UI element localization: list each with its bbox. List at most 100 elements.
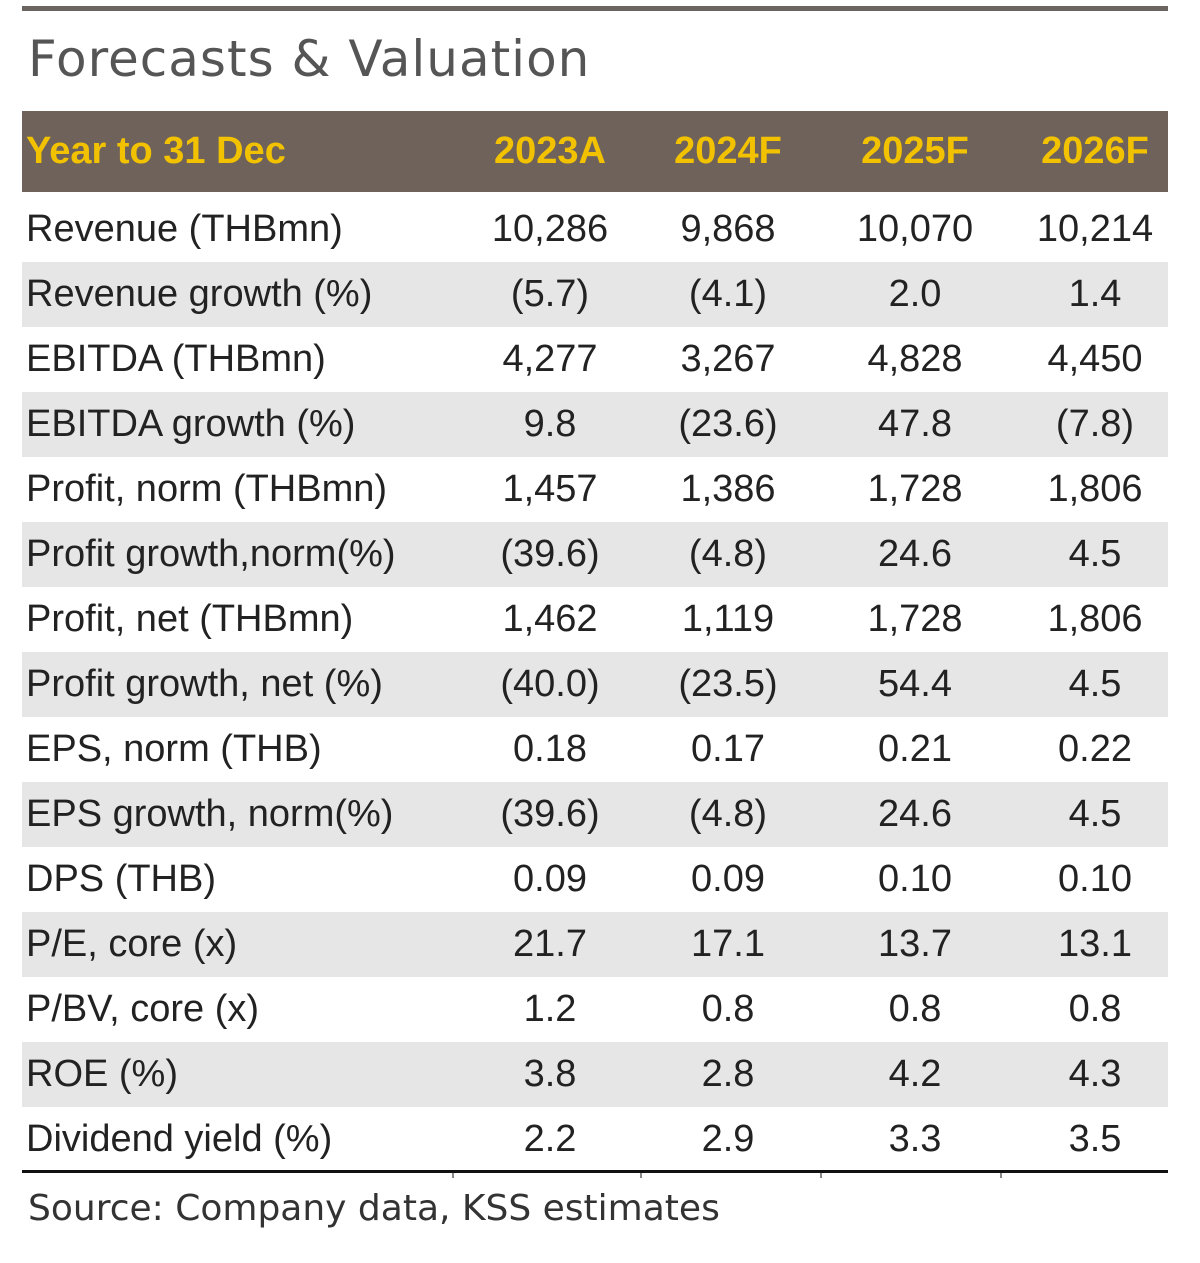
cell-value: 1.2 (523, 988, 577, 1030)
cell-value: 1.4 (1068, 273, 1122, 315)
cell-value: 10,070 (856, 208, 974, 250)
table-row: Dividend yield (%) 2.2 2.9 3.3 3.5 (22, 1107, 1168, 1172)
cell-value: 3.5 (1068, 1118, 1122, 1160)
table-row: Profit growth, net (%) (40.0) (23.5) 54.4 4.… (22, 652, 1168, 717)
cell-value: 0.8 (1068, 988, 1122, 1030)
table-row: EPS growth, norm(%) (39.6) (4.8) 24.6 4.5 (22, 782, 1168, 847)
cell-value: 2.8 (701, 1053, 755, 1095)
cell-value: (4.8) (688, 533, 768, 575)
cell-value: 2023A (494, 130, 606, 172)
source-note: Source: Company data, KSS estimates (28, 1188, 720, 1229)
cell-value: 2026F (1041, 130, 1149, 172)
cell-value: 1,806 (1047, 598, 1143, 640)
row-label: Revenue (THBmn) (26, 208, 343, 250)
tick (1000, 1173, 1002, 1178)
cell-value: 0.22 (1058, 728, 1132, 770)
cell-value: 0.8 (701, 988, 755, 1030)
cell-value: 13.7 (878, 923, 952, 965)
row-label: DPS (THB) (26, 858, 216, 900)
row-label: Profit growth, net (%) (26, 663, 383, 705)
top-rule (22, 6, 1168, 11)
table-row: Profit, net (THBmn) 1,462 1,119 1,728 1,806 (22, 587, 1168, 652)
cell-value: 0.09 (691, 858, 765, 900)
tick (640, 1173, 642, 1178)
cell-value: 3.3 (888, 1118, 942, 1160)
table-row: ROE (%) 3.8 2.8 4.2 4.3 (22, 1042, 1168, 1107)
row-label: EPS growth, norm(%) (26, 793, 394, 835)
cell-value: 4,277 (502, 338, 598, 380)
cell-value: 2025F (861, 130, 969, 172)
row-label: Profit, net (THBmn) (26, 598, 354, 640)
header-row: Year to 31 Dec 2023A 2024F 2025F 2026F (22, 111, 1168, 192)
cell-value: 1,728 (867, 468, 963, 510)
cell-value: 4.3 (1068, 1053, 1122, 1095)
row-label: P/E, core (x) (26, 923, 238, 965)
cell-value: (23.5) (678, 663, 778, 705)
row-label: Profit growth,norm(%) (26, 533, 396, 575)
cell-value: (4.8) (688, 793, 768, 835)
cell-value: 1,728 (867, 598, 963, 640)
cell-value: 1,457 (502, 468, 598, 510)
cell-value: 2.9 (701, 1118, 755, 1160)
cell-value: 9.8 (523, 403, 577, 445)
cell-value: 2.2 (523, 1118, 577, 1160)
row-label: Profit, norm (THBmn) (26, 468, 388, 510)
table-row: EBITDA (THBmn) 4,277 3,267 4,828 4,450 (22, 327, 1168, 392)
cell-value: 24.6 (878, 533, 952, 575)
cell-value: 0.17 (691, 728, 765, 770)
cell-value: 0.10 (1058, 858, 1132, 900)
cell-value: 2.0 (888, 273, 942, 315)
row-label: Revenue growth (%) (26, 273, 373, 315)
cell-value: 1,806 (1047, 468, 1143, 510)
row-label: EPS, norm (THB) (26, 728, 322, 770)
tick (452, 1173, 454, 1178)
table-row: Revenue growth (%) (5.7) (4.1) 2.0 1.4 (22, 262, 1168, 327)
cell-value: 4.2 (888, 1053, 942, 1095)
cell-value: (39.6) (500, 793, 600, 835)
cell-value: 0.09 (513, 858, 587, 900)
cell-value: 1,386 (680, 468, 776, 510)
cell-value: (39.6) (500, 533, 600, 575)
cell-value: 0.8 (888, 988, 942, 1030)
cell-value: 54.4 (878, 663, 952, 705)
cell-value: (40.0) (500, 663, 600, 705)
cell-value: 9,868 (680, 208, 776, 250)
table-row: EPS, norm (THB) 0.18 0.17 0.21 0.22 (22, 717, 1168, 782)
cell-value: 13.1 (1058, 923, 1132, 965)
row-label: ROE (%) (26, 1053, 178, 1095)
table-row: P/BV, core (x) 1.2 0.8 0.8 0.8 (22, 977, 1168, 1042)
cell-value: 17.1 (691, 923, 765, 965)
cell-value: 1,119 (681, 598, 775, 640)
cell-value: 4.5 (1068, 663, 1122, 705)
row-label: Year to 31 Dec (26, 130, 286, 172)
bottom-rule (22, 1170, 1168, 1173)
cell-value: 4,450 (1047, 338, 1143, 380)
cell-value: 21.7 (513, 923, 587, 965)
cell-value: (7.8) (1055, 403, 1135, 445)
cell-value: 24.6 (878, 793, 952, 835)
cell-value: (4.1) (688, 273, 768, 315)
cell-value: 4.5 (1068, 533, 1122, 575)
table-row: Profit growth,norm(%) (39.6) (4.8) 24.6 4.5 (22, 522, 1168, 587)
cell-value: 3.8 (523, 1053, 577, 1095)
table-row: Revenue (THBmn) 10,286 9,868 10,070 10,214 (22, 197, 1168, 262)
table-row: DPS (THB) 0.09 0.09 0.10 0.10 (22, 847, 1168, 912)
cell-value: 4.5 (1068, 793, 1122, 835)
cell-value: 0.10 (878, 858, 952, 900)
cell-value: 1,462 (502, 598, 598, 640)
tick (820, 1173, 822, 1178)
cell-value: 0.18 (513, 728, 587, 770)
table-row: Profit, norm (THBmn) 1,457 1,386 1,728 1,806 (22, 457, 1168, 522)
cell-value: 4,828 (867, 338, 963, 380)
cell-value: 3,267 (680, 338, 776, 380)
cell-value: 47.8 (878, 403, 952, 445)
row-label: EBITDA (THBmn) (26, 338, 326, 380)
row-label: P/BV, core (x) (26, 988, 260, 1030)
row-label: Dividend yield (%) (26, 1118, 333, 1160)
title: Forecasts & Valuation (28, 30, 591, 88)
cell-value: 2024F (674, 130, 782, 172)
table-row: P/E, core (x) 21.7 17.1 13.7 13.1 (22, 912, 1168, 977)
cell-value: 10,214 (1036, 208, 1154, 250)
row-label: EBITDA growth (%) (26, 403, 356, 445)
